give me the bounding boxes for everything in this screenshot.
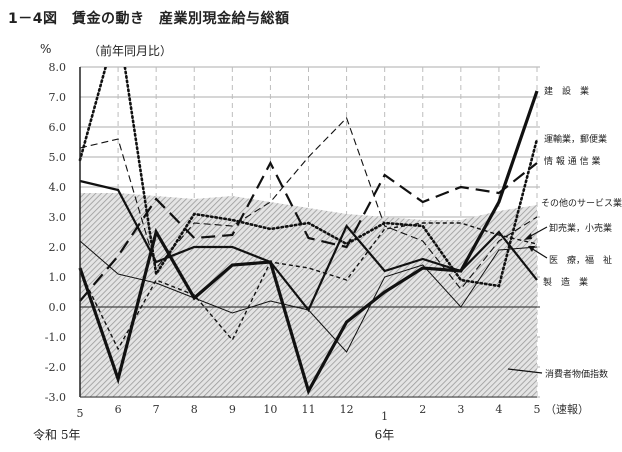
legend-label: 情 報 通 信 業 bbox=[544, 155, 600, 167]
x-tick-label: 5 bbox=[77, 407, 84, 420]
series-line-情報通信業 bbox=[79, 160, 538, 302]
era-label: 6年 bbox=[374, 428, 395, 442]
series-line-運輸業，郵便業 bbox=[78, 67, 539, 288]
legend-label: 製 造 業 bbox=[543, 276, 588, 288]
y-tick-label: 0.0 bbox=[49, 301, 67, 314]
legend-label: 建 設 業 bbox=[544, 85, 589, 97]
cpi-hatched-area bbox=[80, 193, 537, 397]
legend-label: 運輸業，郵便業 bbox=[544, 133, 607, 145]
x-tick-label: 2 bbox=[419, 403, 426, 416]
x-tick-suffix: （速報） bbox=[545, 403, 589, 416]
legend-label: 消費者物価指数 bbox=[545, 368, 608, 380]
y-tick-label: 1.0 bbox=[49, 271, 67, 284]
x-tick-label: 3 bbox=[457, 403, 464, 416]
legend-label: その他のサービス業 bbox=[541, 197, 622, 209]
x-tick-label: 10 bbox=[263, 403, 277, 416]
y-tick-label: 8.0 bbox=[49, 61, 67, 74]
x-tick-label: 6 bbox=[115, 403, 122, 416]
y-tick-label: 7.0 bbox=[49, 91, 67, 104]
x-tick-label: 8 bbox=[191, 403, 198, 416]
x-tick-label: 1 bbox=[381, 410, 388, 423]
arrow-head-icon bbox=[528, 246, 535, 252]
series-line-建設業 bbox=[78, 90, 539, 396]
y-tick-label: 4.0 bbox=[49, 181, 67, 194]
chart-subtitle: （前年同月比） bbox=[88, 44, 173, 58]
y-axis-unit: % bbox=[40, 42, 52, 56]
y-tick-label: 6.0 bbox=[49, 121, 67, 134]
series-line-その他のサービス業 bbox=[79, 116, 538, 290]
axes: 8.0 7.0 6.0 5.0 4.0 3.0 2.0 1.0 0.0 -1.0 -2.0 -3.0 5… bbox=[45, 61, 589, 423]
arrow-head-icon bbox=[524, 233, 532, 240]
x-tick-label: 12 bbox=[340, 403, 354, 416]
y-tick-label: -2.0 bbox=[45, 361, 66, 374]
x-tick-label: 11 bbox=[302, 403, 316, 416]
y-tick-label: 3.0 bbox=[49, 211, 67, 224]
era-label: 令和 5年 bbox=[33, 428, 81, 442]
legend-label: 医 療，福 祉 bbox=[549, 254, 612, 266]
y-tick-label: 2.0 bbox=[49, 241, 67, 254]
x-tick-label: 9 bbox=[229, 403, 236, 416]
x-tick-label: 4 bbox=[495, 403, 502, 416]
leader-arrow bbox=[530, 247, 548, 259]
y-tick-label: -1.0 bbox=[45, 331, 66, 344]
y-tick-label: -3.0 bbox=[45, 391, 66, 404]
x-tick-label: 5 bbox=[534, 403, 541, 416]
series-lines bbox=[78, 67, 539, 396]
leader-line bbox=[507, 368, 543, 374]
y-tick-label: 5.0 bbox=[49, 151, 67, 164]
legend-label: 卸売業，小売業 bbox=[549, 222, 612, 234]
chart-title: 1－4図 賃金の動き 産業別現金給与総額 bbox=[8, 11, 290, 27]
x-tick-label: 7 bbox=[153, 403, 160, 416]
